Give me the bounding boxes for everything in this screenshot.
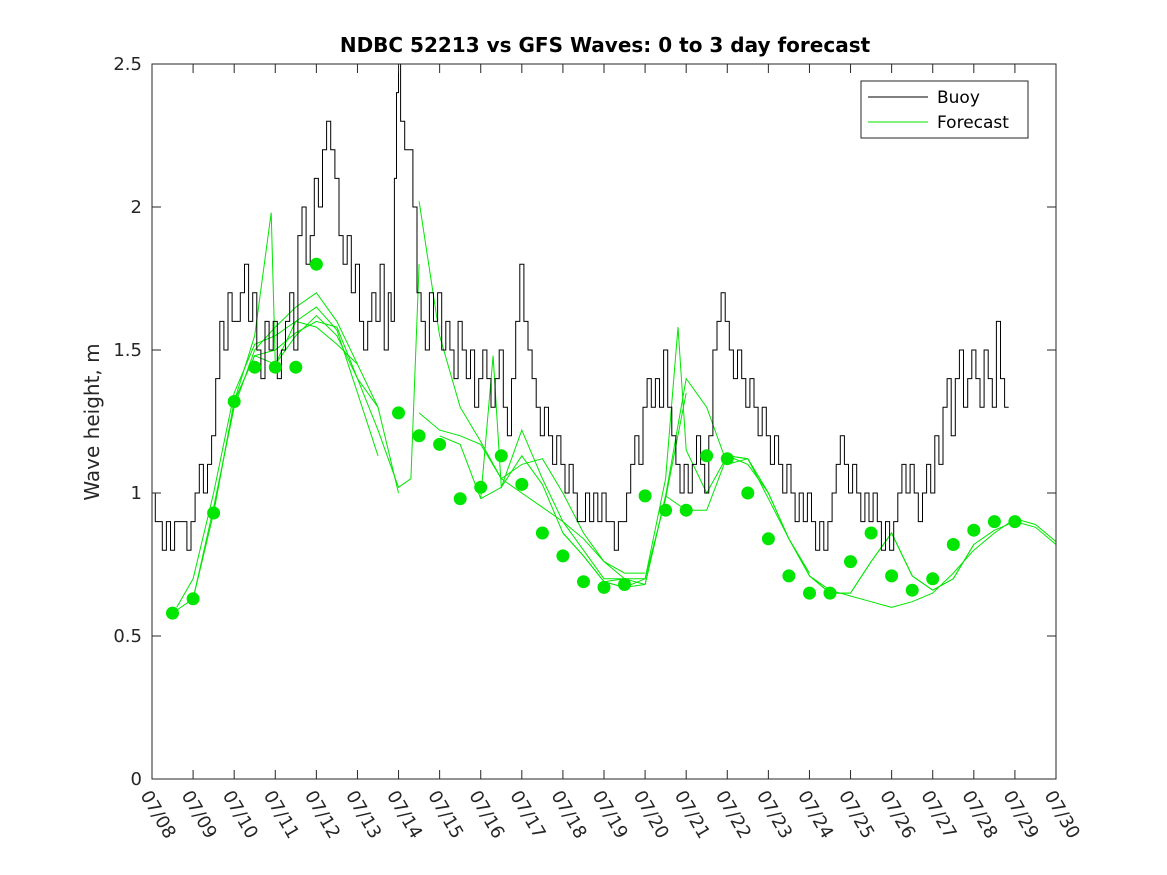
forecast-analysis-point bbox=[782, 569, 796, 583]
y-tick-label: 0 bbox=[131, 769, 142, 790]
chart-title: NDBC 52213 vs GFS Waves: 0 to 3 day fore… bbox=[340, 33, 871, 57]
forecast-analysis-point bbox=[248, 360, 262, 374]
x-tick-label: 07/16 bbox=[464, 787, 508, 842]
forecast-analysis-point bbox=[946, 538, 960, 551]
x-tick-label: 07/22 bbox=[711, 787, 755, 842]
forecast-analysis-point bbox=[638, 489, 652, 503]
forecast-analysis-point bbox=[926, 572, 940, 586]
axes-frame bbox=[151, 63, 1057, 780]
forecast-analysis-point bbox=[741, 486, 755, 500]
forecast-analysis-point bbox=[494, 449, 508, 463]
forecast-analysis-point bbox=[207, 506, 221, 520]
forecast-analysis-point bbox=[515, 477, 529, 491]
forecast-run-line-7 bbox=[439, 355, 646, 588]
forecast-analysis-point bbox=[186, 592, 200, 606]
buoy-line bbox=[152, 64, 1009, 551]
forecast-analysis-point bbox=[823, 586, 837, 600]
x-tick-label: 07/19 bbox=[588, 787, 632, 842]
x-tick-label: 07/20 bbox=[629, 787, 673, 842]
forecast-run-line-10 bbox=[603, 377, 810, 586]
forecast-analysis-point bbox=[618, 578, 631, 591]
forecast-analysis-point bbox=[864, 526, 878, 540]
forecast-run-line-6 bbox=[418, 412, 625, 580]
x-tick-label: 07/27 bbox=[916, 787, 960, 842]
forecast-run-line-4 bbox=[233, 315, 379, 408]
forecast-analysis-point bbox=[885, 569, 899, 583]
y-tick-label: 1 bbox=[131, 483, 142, 504]
forecast-analysis-point bbox=[679, 503, 693, 517]
forecast-analysis-point bbox=[967, 523, 981, 537]
forecast-analysis-point bbox=[597, 580, 611, 594]
legend-label-forecast: Forecast bbox=[937, 113, 1009, 133]
forecast-run-line-5 bbox=[418, 201, 646, 574]
x-tick-label: 07/30 bbox=[1040, 787, 1084, 842]
forecast-analysis-point bbox=[577, 575, 590, 589]
forecast-run-line-0 bbox=[172, 264, 420, 614]
forecast-analysis-point bbox=[309, 257, 323, 271]
x-tick-label: 07/13 bbox=[341, 787, 385, 842]
forecast-analysis-point bbox=[987, 515, 1001, 529]
y-tick-label: 0.5 bbox=[113, 626, 142, 647]
forecast-analysis-point bbox=[556, 549, 570, 563]
y-tick-label: 2 bbox=[131, 197, 142, 218]
legend-label-buoy: Buoy bbox=[937, 88, 980, 108]
forecast-analysis-point bbox=[474, 480, 488, 494]
x-tick-label: 07/09 bbox=[177, 787, 221, 842]
forecast-analysis-point bbox=[453, 492, 467, 506]
forecast-analysis-point bbox=[166, 606, 179, 620]
x-tick-label: 07/12 bbox=[300, 787, 344, 842]
forecast-analysis-point bbox=[412, 429, 426, 443]
forecast-run-line-11 bbox=[644, 455, 892, 608]
x-tick-label: 07/29 bbox=[999, 787, 1043, 842]
forecast-analysis-point bbox=[289, 360, 303, 374]
forecast-analysis-point bbox=[803, 586, 816, 600]
forecast-run-line-8 bbox=[480, 392, 687, 580]
x-tick-label: 07/21 bbox=[670, 787, 714, 842]
forecast-analysis-point bbox=[720, 452, 734, 466]
forecast-analysis-point bbox=[761, 532, 775, 546]
axes-layer: 00.511.522.507/0807/0907/1007/1107/1207/… bbox=[113, 54, 1083, 842]
x-tick-label: 07/15 bbox=[423, 787, 467, 842]
x-tick-label: 07/18 bbox=[547, 787, 591, 842]
forecast-analysis-point bbox=[227, 395, 241, 408]
y-tick-label: 2.5 bbox=[113, 54, 142, 75]
x-tick-label: 07/26 bbox=[875, 787, 919, 842]
x-tick-label: 07/14 bbox=[382, 787, 426, 842]
x-tick-label: 07/28 bbox=[957, 787, 1001, 842]
forecast-run-line-14 bbox=[891, 518, 1056, 608]
forecast-analysis-point bbox=[535, 526, 549, 540]
x-tick-label: 07/23 bbox=[752, 787, 796, 842]
forecast-run-line-3 bbox=[213, 212, 358, 514]
x-tick-label: 07/17 bbox=[505, 787, 549, 842]
forecast-analysis-point bbox=[905, 583, 919, 597]
forecast-analysis-point bbox=[700, 449, 714, 463]
y-tick-label: 1.5 bbox=[113, 340, 142, 361]
forecast-analysis-point bbox=[1008, 515, 1022, 529]
forecast-analysis-point bbox=[659, 503, 673, 517]
forecast-analysis-point bbox=[844, 555, 857, 569]
legend-box bbox=[860, 80, 1029, 139]
forecast-run-line-12 bbox=[727, 455, 975, 594]
series-layer bbox=[152, 64, 1056, 620]
x-tick-label: 07/10 bbox=[218, 787, 262, 842]
forecast-analysis-point bbox=[268, 360, 282, 374]
forecast-analysis-point bbox=[392, 406, 405, 420]
x-tick-label: 07/25 bbox=[834, 787, 878, 842]
x-tick-label: 07/24 bbox=[793, 787, 837, 842]
forecast-analysis-point bbox=[433, 437, 447, 451]
x-tick-label: 07/08 bbox=[136, 787, 180, 842]
x-tick-label: 07/11 bbox=[259, 787, 303, 842]
y-axis-label: Wave height, m bbox=[80, 343, 104, 500]
legend: Buoy Forecast bbox=[860, 80, 1029, 139]
